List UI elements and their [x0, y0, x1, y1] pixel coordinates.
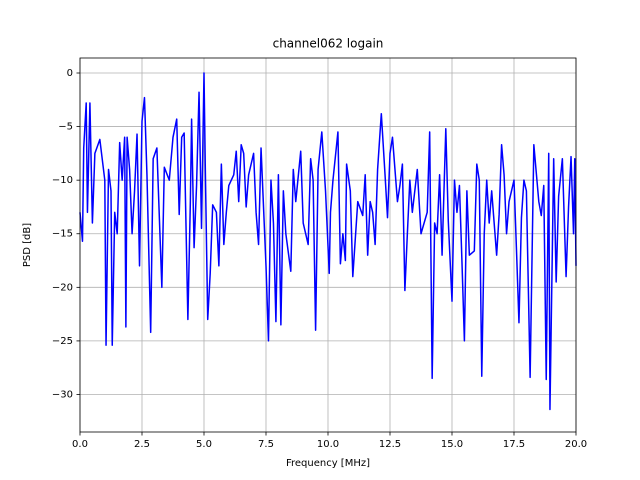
- x-tick-label: 12.5: [379, 439, 401, 450]
- y-tick-label: 0: [67, 68, 73, 79]
- y-tick-label: −20: [52, 282, 73, 293]
- x-tick-label: 5.0: [196, 439, 212, 450]
- x-tick-label: 7.5: [258, 439, 274, 450]
- chart-title: channel062 logain: [273, 37, 384, 51]
- x-tick-label: 2.5: [134, 439, 150, 450]
- axes-frame: [79, 57, 577, 433]
- data-line: [79, 72, 577, 411]
- y-tick-label: −30: [52, 389, 73, 400]
- x-tick-label: 17.5: [503, 439, 525, 450]
- x-tick-label: 20.0: [565, 439, 587, 450]
- x-tick-label: 10.0: [317, 439, 339, 450]
- y-tick-label: −10: [52, 175, 73, 186]
- y-axis-label: PSD [dB]: [22, 223, 33, 267]
- y-tick-label: −5: [58, 122, 73, 133]
- y-tick-label: −25: [52, 336, 73, 347]
- x-tick-label: 15.0: [441, 439, 463, 450]
- y-tick-label: −15: [52, 229, 73, 240]
- x-axis-label: Frequency [MHz]: [286, 458, 370, 469]
- x-tick-label: 0.0: [72, 439, 88, 450]
